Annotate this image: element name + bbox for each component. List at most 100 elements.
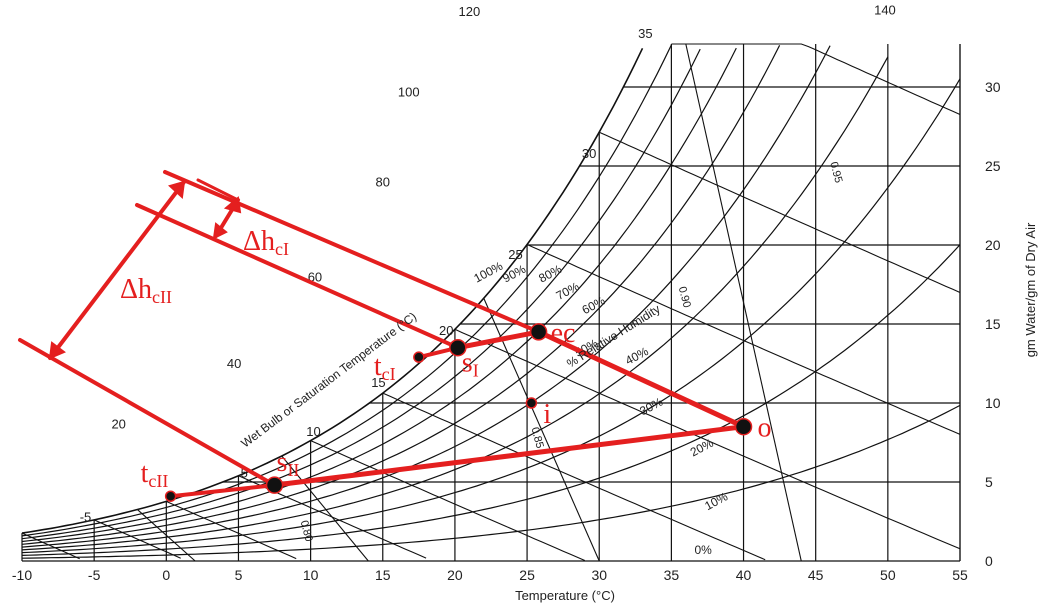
x-tick-label: 0: [162, 567, 170, 583]
enthalpy-label: 80: [376, 175, 390, 190]
enthalpy-label: 140: [874, 2, 896, 17]
wet-bulb-label: 35: [638, 26, 652, 41]
x-tick-label: 45: [808, 567, 824, 583]
arrowhead-bottom-ci: [212, 222, 228, 240]
y-tick-label: 0: [985, 553, 993, 569]
specific-volume-line: [685, 43, 802, 562]
arrowhead-top-ci: [223, 196, 242, 214]
dimension-label-dh-cii: ΔhcII: [120, 274, 172, 307]
y-tick-label: 15: [985, 316, 1001, 332]
wet-bulb-label: 20: [439, 323, 453, 338]
process-line-o-sii: [272, 424, 747, 488]
wet-bulb-label: 30: [582, 146, 596, 161]
enthalpy-label: 40: [227, 356, 241, 371]
rh-label: 40%: [623, 344, 651, 368]
rh-label: 70%: [554, 279, 582, 303]
rh-zero-label: 0%: [694, 543, 712, 557]
axis-ticks: -10 -5 0 5 10 15 20 25 30 35 40 45 50 55 0 5 10 15 20 25 30: [12, 79, 1001, 583]
point-ec: [529, 323, 548, 341]
x-tick-label: -10: [12, 567, 32, 583]
y-tick-label: 20: [985, 237, 1001, 253]
specific-volume-label: 0.90: [676, 285, 693, 309]
x-tick-label: 50: [880, 567, 896, 583]
arrowhead-bottom-cii: [48, 341, 66, 360]
y-tick-label: 25: [985, 158, 1001, 174]
rh-curve: [21, 47, 644, 534]
chart-labels: 10%20%30%40%50%60%70%80%90%100%0%0-55101…: [80, 2, 896, 557]
x-tick-label: 5: [235, 567, 243, 583]
enthalpy-line: [310, 440, 586, 562]
rh-curve: [21, 78, 961, 554]
point-tcII: [164, 490, 177, 502]
x-tick-label: 35: [664, 567, 680, 583]
point-label-sub-sII: II: [287, 460, 299, 480]
enthalpy-line: [454, 328, 961, 550]
point-label-sub-tcII: cII: [148, 471, 168, 491]
relative-humidity-curves: [21, 44, 961, 559]
point-label-tcI: tcI: [374, 351, 396, 384]
enthalpy-label: 120: [459, 4, 481, 19]
dim-line-dh-cii: [48, 180, 186, 360]
rh-label: 20%: [688, 436, 716, 460]
point-i: [525, 397, 538, 409]
dimension-label-sub: cI: [275, 239, 289, 259]
x-tick-label: 15: [375, 567, 391, 583]
specific-volume-label: 0.85: [529, 426, 546, 450]
enthalpy-line: [93, 519, 181, 559]
x-tick-label: 40: [736, 567, 752, 583]
dim-tick-ci: [196, 178, 240, 202]
point-label-sub-sI: I: [473, 361, 479, 381]
x-tick-label: -5: [88, 567, 101, 583]
enthalpy-line: [598, 131, 961, 294]
y-tick-label: 5: [985, 474, 993, 490]
point-sII: [265, 476, 284, 494]
point-o: [734, 417, 753, 436]
point-sI: [449, 338, 467, 357]
x-tick-label: 30: [591, 567, 607, 583]
x-tick-label: 55: [952, 567, 968, 583]
enthalpy-line: [382, 392, 766, 561]
y-tick-label: 30: [985, 79, 1001, 95]
specific-volume-label: 0.80: [298, 519, 315, 543]
rh-label: 30%: [637, 394, 665, 418]
extension-line-ec: [163, 170, 541, 334]
y-axis-title: gm Water/gm of Dry Air: [1023, 222, 1038, 357]
point-label-ec: ec: [551, 318, 576, 349]
point-tcI: [413, 351, 425, 363]
process-line-ec-si: [455, 329, 542, 351]
grid-lines: [21, 44, 961, 562]
x-tick-label: 25: [519, 567, 535, 583]
rh-curve: [21, 48, 701, 540]
point-label-tcII: tcII: [141, 458, 169, 491]
x-tick-label: 10: [303, 567, 319, 583]
enthalpy-line: [166, 500, 297, 560]
rh-curve: [21, 45, 781, 545]
point-label-i: i: [543, 399, 551, 430]
wet-bulb-label: 5: [241, 465, 248, 480]
specific-volume-line: [281, 455, 369, 562]
specific-volume-label: 0.95: [827, 161, 844, 185]
rh-curve: [21, 244, 961, 556]
rh-title: % Relative Humidity: [564, 302, 662, 371]
process-line-o-ec: [536, 329, 747, 430]
enthalpy-lines: [21, 43, 961, 562]
x-axis-title: Temperature (°C): [515, 588, 615, 603]
enthalpy-label: 20: [111, 416, 125, 431]
point-label-sI: sI: [462, 348, 479, 381]
enthalpy-label: 100: [398, 84, 420, 99]
point-label-sub-tcI: cI: [382, 364, 396, 384]
rh-curve: [21, 56, 889, 551]
y-tick-label: 10: [985, 395, 1001, 411]
rh-label: 100%: [471, 259, 505, 286]
rh-label: 80%: [536, 262, 564, 286]
wet-bulb-label: 15: [371, 375, 385, 390]
rh-curve: [21, 45, 831, 548]
dimension-label-dh-ci: ΔhcI: [243, 226, 289, 259]
wet-bulb-label: 10: [306, 424, 320, 439]
point-label-o: o: [758, 413, 772, 444]
wet-bulb-label: -5: [80, 510, 92, 525]
dimension-label-sub: cII: [152, 287, 172, 307]
rh-label: 90%: [500, 262, 528, 286]
